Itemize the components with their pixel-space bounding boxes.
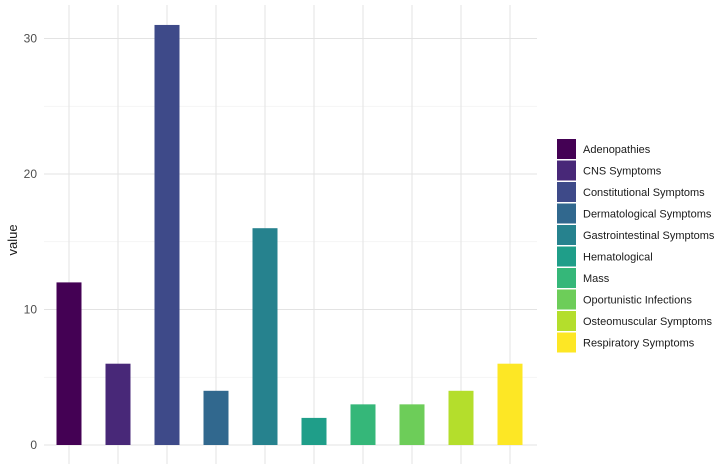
bar-gastrointestinal-symptoms: [252, 228, 278, 445]
legend-key: [557, 160, 576, 181]
legend-key: [557, 332, 576, 353]
legend-key: [557, 289, 576, 310]
legend-label: Gastrointestinal Symptoms: [583, 230, 715, 242]
bar-osteomuscular-symptoms: [448, 390, 474, 445]
legend-label: Respiratory Symptoms: [583, 338, 695, 350]
bar-cns-symptoms: [105, 363, 131, 445]
legend-key: [557, 225, 576, 245]
y-tick-label: 0: [30, 438, 37, 452]
legend-label: CNS Symptoms: [583, 166, 662, 178]
legend-key: [557, 246, 576, 267]
bar-adenopathies: [56, 282, 82, 445]
y-axis: 0 10 20 30: [24, 32, 38, 453]
bar-oportunistic-infections: [399, 404, 425, 445]
y-tick-label: 20: [24, 167, 38, 181]
legend-label: Hematological: [583, 252, 653, 264]
bar-mass: [350, 404, 376, 445]
y-axis-title: value: [5, 224, 20, 255]
bar-dermatological-symptoms: [203, 390, 229, 445]
bar-constitutional-symptoms: [154, 24, 180, 445]
y-tick-label: 10: [24, 303, 38, 317]
legend-label: Constitutional Symptoms: [583, 187, 705, 199]
legend-label: Osteomuscular Symptoms: [583, 316, 712, 328]
grid-lines: [44, 5, 537, 464]
legend-key: [557, 139, 576, 159]
legend-label: Adenopathies: [583, 144, 651, 156]
legend-key: [557, 182, 576, 202]
legend: Adenopathies CNS Symptoms Constitutional S…: [557, 139, 715, 353]
bar-respiratory-symptoms: [497, 363, 523, 445]
legend-label: Mass: [583, 273, 610, 285]
legend-label: Dermatological Symptoms: [583, 209, 712, 221]
legend-key: [557, 203, 576, 224]
legend-label: Oportunistic Infections: [583, 295, 692, 307]
legend-key: [557, 311, 576, 331]
legend-key: [557, 268, 576, 288]
y-tick-label: 30: [24, 32, 38, 46]
bars: [56, 24, 523, 445]
bar-hematological: [301, 417, 327, 445]
